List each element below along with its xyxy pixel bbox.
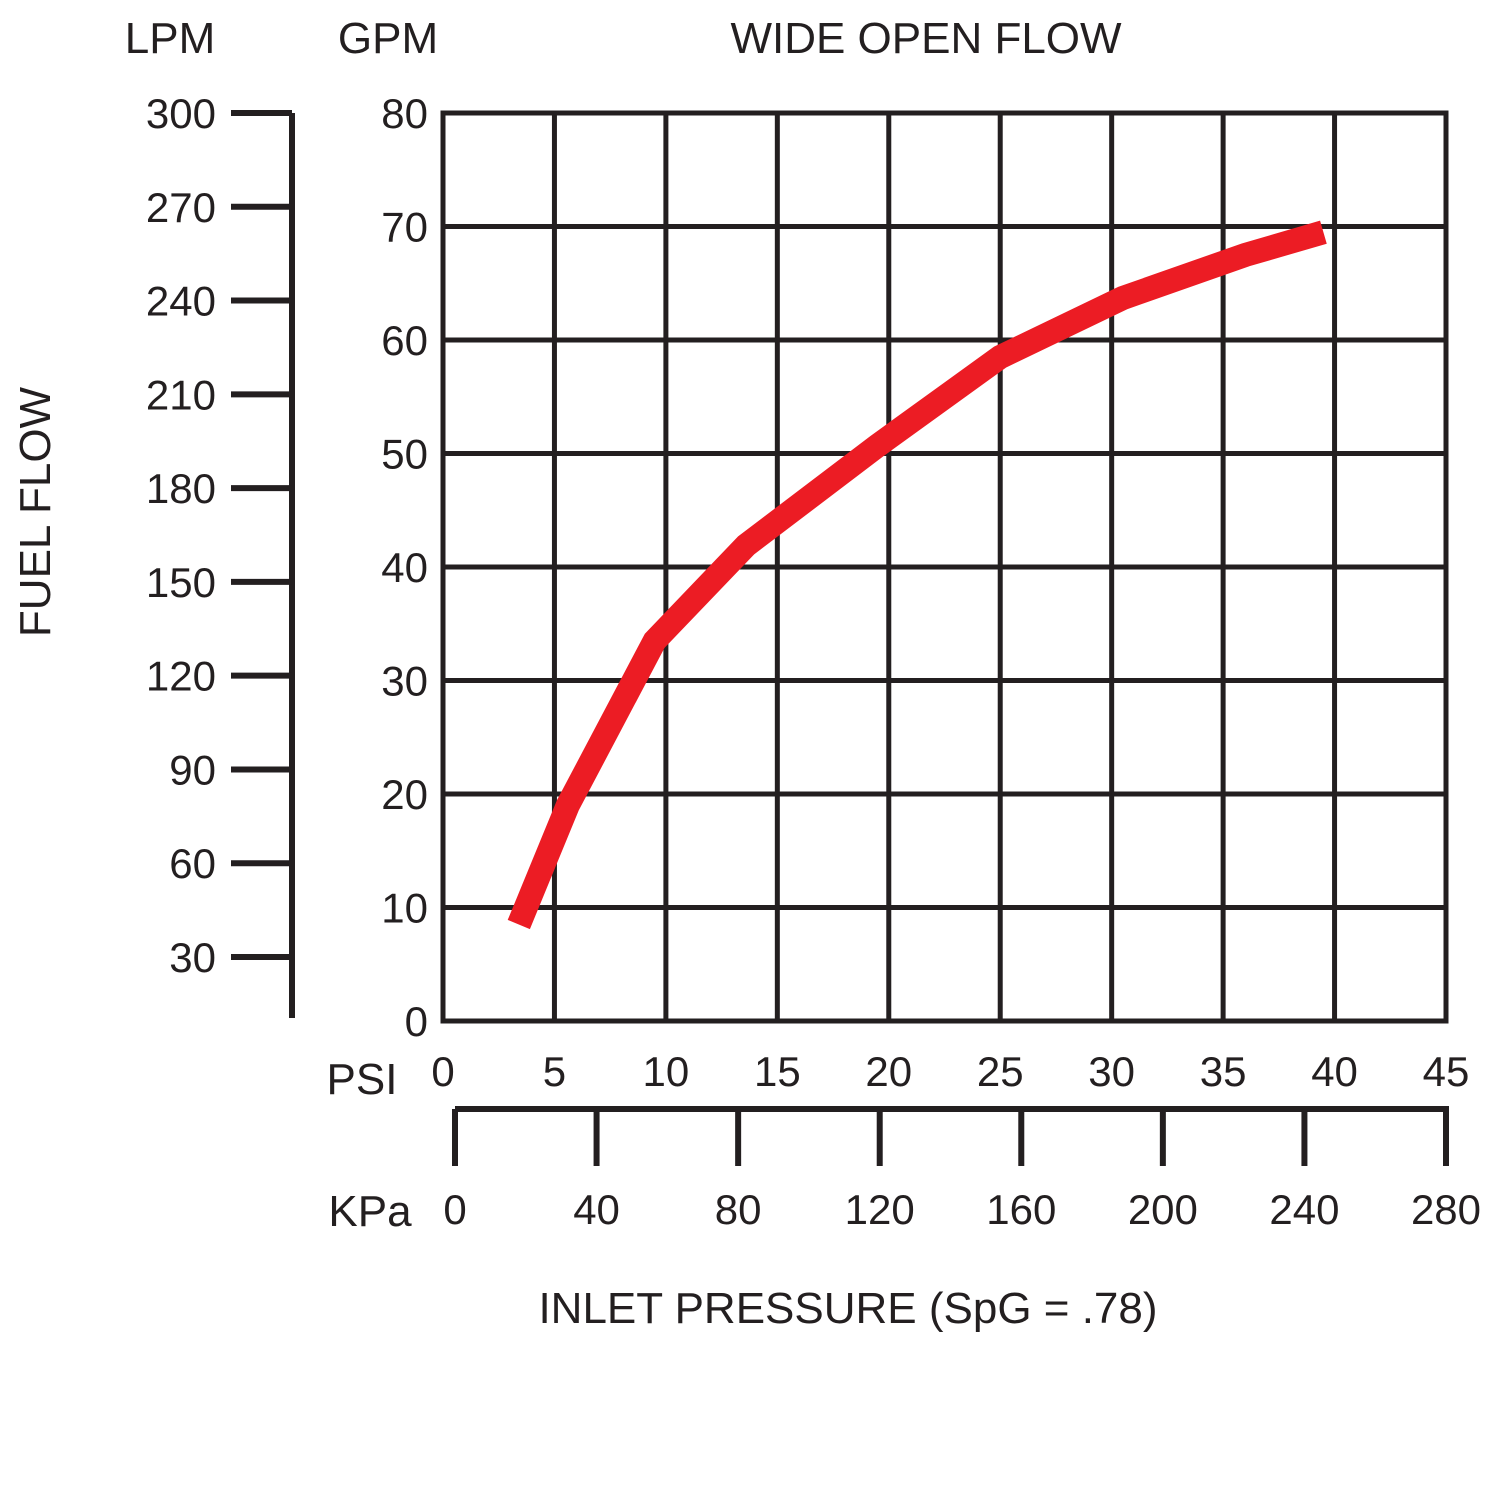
gpm-tick-label: 60 (381, 317, 428, 364)
lpm-tick-label: 150 (146, 559, 216, 606)
plot-grid (440, 110, 1449, 1024)
chart-title: WIDE OPEN FLOW (730, 14, 1122, 63)
series-layer (507, 220, 1327, 930)
gpm-unit-label: GPM (338, 14, 438, 63)
psi-tick-label: 0 (431, 1048, 454, 1095)
lpm-tick-label: 180 (146, 465, 216, 512)
lpm-tick-label: 240 (146, 278, 216, 325)
psi-tick-label: 25 (977, 1048, 1024, 1095)
gpm-tick-label: 30 (381, 658, 428, 705)
lpm-unit-label: LPM (125, 14, 215, 63)
gpm-tick-label: 20 (381, 771, 428, 818)
psi-unit-label: PSI (327, 1055, 398, 1104)
kpa-tick-label: 280 (1411, 1186, 1481, 1233)
lpm-tick-label: 270 (146, 184, 216, 231)
gpm-tick-label: 10 (381, 885, 428, 932)
y-axis-label: FUEL FLOW (11, 386, 60, 637)
psi-tick-label: 30 (1088, 1048, 1135, 1095)
kpa-tick-label: 120 (845, 1186, 915, 1233)
lpm-tick-label: 60 (169, 840, 216, 887)
psi-tick-label: 35 (1200, 1048, 1247, 1095)
psi-tick-label: 45 (1423, 1048, 1470, 1095)
kpa-tick-label: 240 (1269, 1186, 1339, 1233)
lpm-tick-label: 210 (146, 371, 216, 418)
lpm-tick-label: 30 (169, 934, 216, 981)
gpm-tick-label: 70 (381, 204, 428, 251)
kpa-tick-label: 80 (715, 1186, 762, 1233)
psi-tick-label: 40 (1311, 1048, 1358, 1095)
lpm-tick-label: 300 (146, 90, 216, 137)
label-layer: WIDE OPEN FLOW LPM GPM FUEL FLOW PSI KPa… (11, 14, 1481, 1333)
psi-tick-label: 20 (865, 1048, 912, 1095)
lpm-tick-label: 120 (146, 653, 216, 700)
plot-frame (440, 110, 1449, 1024)
kpa-unit-label: KPa (328, 1187, 412, 1236)
kpa-tick-label: 40 (573, 1186, 620, 1233)
psi-tick-label: 10 (643, 1048, 690, 1095)
kpa-tick-label: 0 (443, 1186, 466, 1233)
gpm-tick-label: 40 (381, 544, 428, 591)
kpa-tick-label: 160 (986, 1186, 1056, 1233)
series-line (507, 220, 1327, 930)
secondary-axes (231, 110, 1449, 1166)
psi-tick-label: 15 (754, 1048, 801, 1095)
psi-tick-label: 5 (543, 1048, 566, 1095)
kpa-tick-label: 200 (1128, 1186, 1198, 1233)
gpm-tick-label: 0 (405, 998, 428, 1045)
gpm-tick-label: 80 (381, 90, 428, 137)
gpm-tick-label: 50 (381, 431, 428, 478)
x-axis-label: INLET PRESSURE (SpG = .78) (538, 1284, 1157, 1333)
lpm-tick-label: 90 (169, 746, 216, 793)
